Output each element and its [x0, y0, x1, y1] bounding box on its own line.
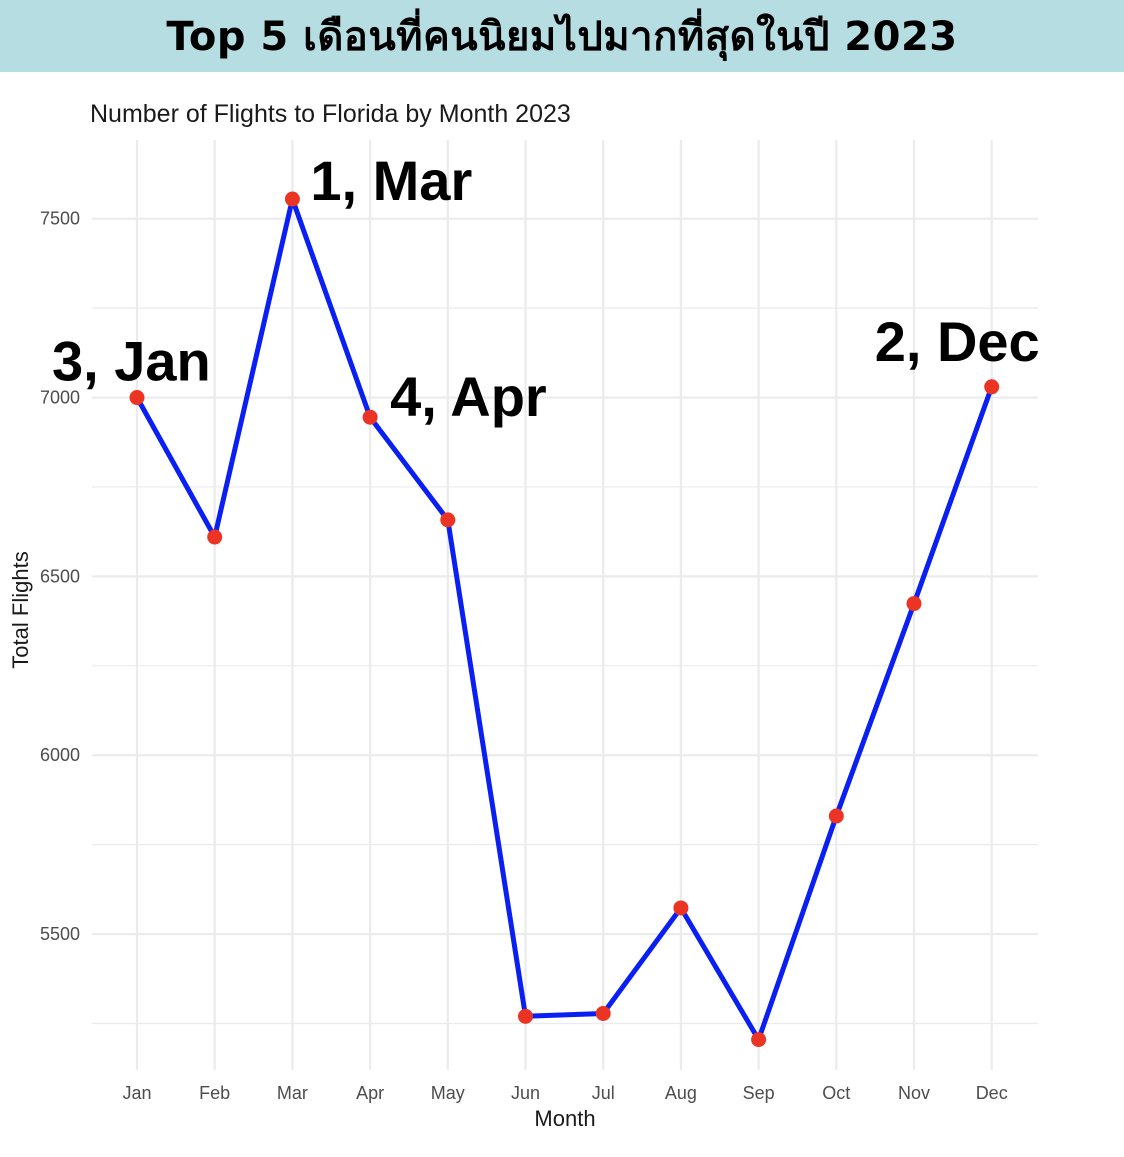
- data-point: [518, 1008, 533, 1024]
- series-line: [134, 196, 995, 1043]
- x-tick-label: Nov: [898, 1083, 930, 1103]
- data-point: [284, 191, 300, 207]
- annotation-label: 2, Dec: [875, 310, 1040, 373]
- x-tick-label: Oct: [822, 1083, 850, 1103]
- x-tick-label: Feb: [199, 1083, 230, 1103]
- chart-title: Number of Flights to Florida by Month 20…: [90, 100, 571, 128]
- x-tick-label: Apr: [356, 1083, 384, 1103]
- annotation-label: 3, Jan: [52, 330, 211, 393]
- y-tick-label: 6000: [40, 745, 80, 765]
- data-point: [828, 808, 844, 824]
- title-banner: Top 5 เดือนที่คนนิยมไปมากที่สุดในปี 2023: [0, 0, 1124, 72]
- data-points: [129, 191, 1000, 1048]
- x-tick-label: Dec: [976, 1083, 1008, 1103]
- x-tick-label: Jun: [511, 1083, 540, 1103]
- grid-lines: [92, 140, 1038, 1070]
- data-point: [751, 1032, 767, 1048]
- data-point: [362, 409, 378, 425]
- data-point: [673, 900, 689, 916]
- y-tick-label: 7500: [40, 209, 80, 229]
- x-tick-label: Jul: [592, 1083, 615, 1103]
- data-point: [440, 512, 456, 528]
- annotation-label: 1, Mar: [310, 149, 472, 212]
- y-tick-label: 6500: [40, 566, 80, 586]
- data-point: [207, 529, 223, 545]
- x-tick-label: Sep: [743, 1083, 775, 1103]
- annotations: 1, Mar 2, Dec 3, Jan 4, Apr: [52, 149, 1040, 428]
- x-axis-label: Month: [534, 1106, 595, 1131]
- y-axis-label: Total Flights: [8, 551, 33, 668]
- banner-title: Top 5 เดือนที่คนนิยมไปมากที่สุดในปี 2023: [166, 14, 958, 60]
- x-axis-ticks: Jan Feb Mar Apr May Jun Jul Aug Sep Oct Nov Dec: [122, 1083, 1007, 1103]
- y-tick-label: 5500: [40, 924, 80, 944]
- data-point: [595, 1005, 611, 1021]
- y-tick-label: 7000: [40, 388, 80, 408]
- x-tick-label: Aug: [665, 1083, 697, 1103]
- x-tick-label: May: [431, 1083, 465, 1103]
- data-point: [906, 596, 922, 612]
- x-tick-label: Jan: [122, 1083, 151, 1103]
- y-axis-ticks: 5500 6000 6500 7000 7500: [40, 209, 80, 944]
- annotation-label: 4, Apr: [390, 365, 547, 428]
- data-point: [129, 390, 145, 406]
- data-point: [984, 379, 1000, 395]
- x-tick-label: Mar: [277, 1083, 308, 1103]
